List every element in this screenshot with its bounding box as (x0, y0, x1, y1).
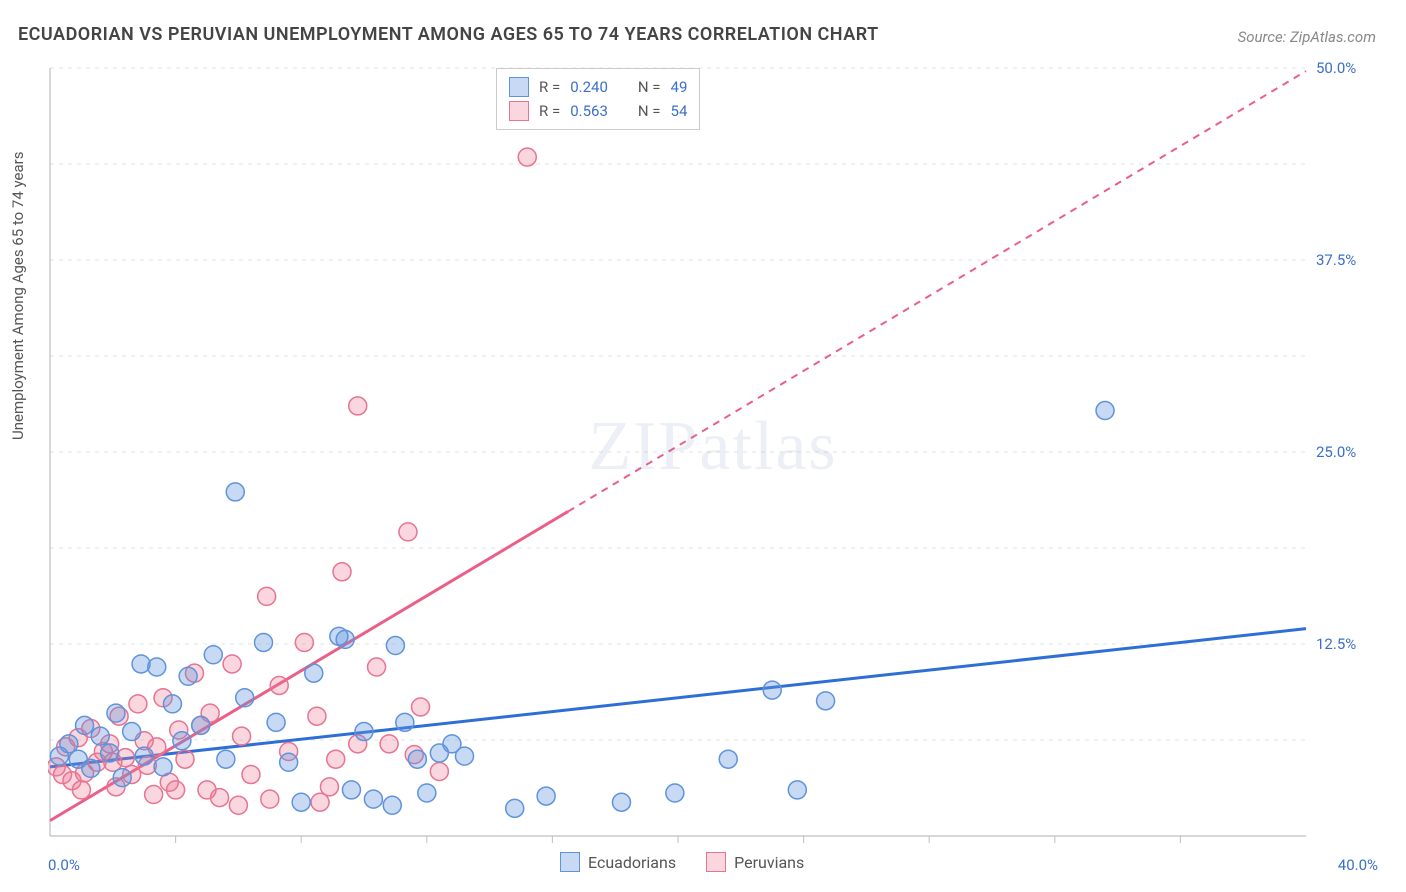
chart-container: ECUADORIAN VS PERUVIAN UNEMPLOYMENT AMON… (0, 0, 1406, 892)
series-swatch (560, 852, 580, 872)
chart-title: ECUADORIAN VS PERUVIAN UNEMPLOYMENT AMON… (18, 24, 879, 45)
series-swatch (509, 77, 529, 97)
x-axis-max-label: 40.0% (1338, 856, 1378, 874)
stats-row: R = 0.240 N = 49 (509, 75, 687, 99)
svg-text:50.0%: 50.0% (1316, 60, 1356, 77)
r-label: R = (539, 78, 560, 96)
svg-text:37.5%: 37.5% (1316, 251, 1356, 269)
stats-row: R = 0.563 N = 54 (509, 99, 687, 123)
legend-label: Peruvians (734, 853, 804, 872)
y-axis-label: Unemployment Among Ages 65 to 74 years (9, 152, 27, 440)
legend-item: Ecuadorians (560, 852, 676, 872)
n-label: N = (638, 78, 661, 96)
n-label: N = (638, 102, 661, 120)
series-legend: Ecuadorians Peruvians (560, 852, 804, 872)
svg-text:12.5%: 12.5% (1316, 635, 1356, 653)
source-attribution: Source: ZipAtlas.com (1238, 28, 1376, 46)
legend-label: Ecuadorians (588, 853, 676, 872)
svg-text:25.0%: 25.0% (1316, 443, 1356, 461)
r-value: 0.563 (570, 102, 608, 120)
x-axis-origin-label: 0.0% (48, 856, 80, 874)
series-swatch (706, 852, 726, 872)
n-value: 49 (671, 78, 688, 96)
series-swatch (509, 101, 529, 121)
plot-area: 12.5%25.0%37.5%50.0% ZIPatlas (48, 60, 1378, 850)
legend-item: Peruvians (706, 852, 804, 872)
n-value: 54 (671, 102, 688, 120)
r-value: 0.240 (570, 78, 608, 96)
r-label: R = (539, 102, 560, 120)
scatter-chart-svg: 12.5% 25.0% 37.5% 50.0% (48, 60, 1378, 850)
correlation-stats-box: R = 0.240 N = 49 R = 0.563 N = 54 (496, 68, 700, 130)
